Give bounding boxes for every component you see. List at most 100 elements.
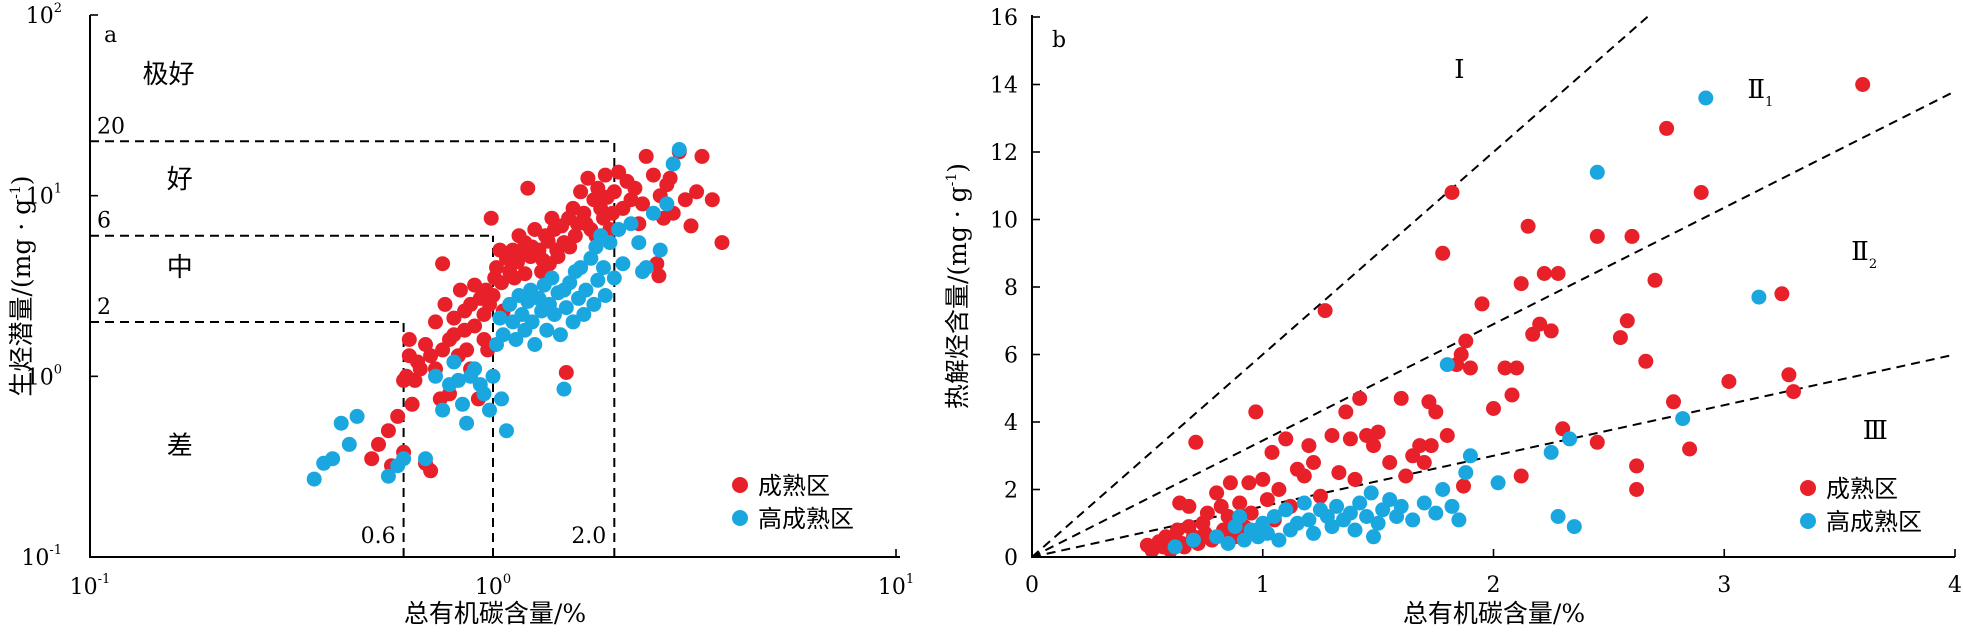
scatter-point bbox=[455, 396, 470, 412]
x-tick-label: 0 bbox=[1025, 573, 1039, 598]
scatter-point bbox=[1416, 455, 1432, 470]
scatter-point bbox=[1612, 330, 1628, 346]
x-tick-label: 4 bbox=[1948, 573, 1962, 598]
scatter-point bbox=[492, 310, 508, 326]
scatter-point bbox=[1781, 367, 1797, 383]
scatter-point bbox=[573, 260, 589, 276]
scatter-point bbox=[558, 365, 574, 380]
y-tick-label: 102 bbox=[26, 1, 62, 29]
kerogen-type-labels: Ⅰ Ⅱ1 Ⅱ2 Ⅲ bbox=[1454, 55, 1888, 446]
scatter-point bbox=[578, 282, 594, 298]
scatter-point bbox=[485, 288, 501, 303]
scatter-point bbox=[606, 270, 622, 286]
scatter-point bbox=[1342, 505, 1358, 521]
scatter-point bbox=[418, 337, 433, 352]
scatter-point bbox=[1439, 428, 1455, 443]
scatter-point bbox=[499, 423, 514, 439]
scatter-point bbox=[1271, 532, 1287, 548]
type-label: Ⅰ bbox=[1454, 55, 1464, 85]
scatter-point bbox=[1513, 276, 1529, 292]
scatter-point bbox=[390, 408, 406, 424]
scatter-point bbox=[428, 314, 443, 330]
scatter-point bbox=[1629, 458, 1645, 474]
scatter-point bbox=[1296, 468, 1312, 484]
scatter-point bbox=[539, 322, 555, 338]
legend: 成熟区 高成熟区 bbox=[1800, 475, 1922, 536]
scatter-point bbox=[635, 196, 650, 212]
scatter-point bbox=[1209, 529, 1225, 545]
scatter-point bbox=[1786, 384, 1801, 400]
axis-ticks: 10-1 100 101 10-1 100 101 102 bbox=[21, 1, 914, 600]
scatter-point bbox=[1329, 498, 1345, 514]
scatter-point bbox=[1366, 529, 1381, 545]
zone-label: 差 bbox=[167, 431, 193, 461]
x-axis-label: 总有机碳含量/% bbox=[1403, 599, 1585, 628]
scatter-point bbox=[1181, 498, 1197, 514]
y-tick-label: 2 bbox=[1004, 479, 1018, 504]
scatter-point bbox=[1241, 475, 1257, 491]
y-tick-label: 4 bbox=[1004, 411, 1018, 436]
scatter-point bbox=[1306, 455, 1321, 470]
scatter-point bbox=[1248, 404, 1264, 420]
scatter-point bbox=[524, 314, 540, 330]
scatter-point bbox=[1243, 505, 1259, 521]
threshold-labels: 20 6 2 0.6 2.0 bbox=[97, 114, 606, 549]
scatter-point bbox=[1638, 353, 1654, 369]
scatter-point bbox=[558, 300, 574, 316]
scatter-point bbox=[1167, 539, 1183, 555]
scatter-point bbox=[1370, 515, 1386, 531]
scatter-point bbox=[1751, 289, 1767, 305]
scatter-point bbox=[1624, 228, 1640, 244]
legend-label-mature: 成熟区 bbox=[1826, 475, 1898, 503]
scatter-point bbox=[437, 296, 453, 312]
x-tick-label: 101 bbox=[878, 572, 914, 600]
legend-marker-high-mature bbox=[732, 510, 748, 526]
zone-label: 好 bbox=[167, 165, 193, 195]
scatter-point bbox=[333, 415, 349, 431]
scatter-point bbox=[467, 277, 483, 293]
scatter-point bbox=[1721, 374, 1737, 389]
scatter-point bbox=[590, 272, 606, 288]
scatter-point bbox=[1301, 438, 1317, 454]
scatter-point bbox=[602, 235, 618, 251]
scatter-point bbox=[476, 386, 492, 402]
x-tick-label: 3 bbox=[1717, 573, 1731, 598]
scatter-point bbox=[1532, 316, 1548, 332]
scatter-point bbox=[683, 218, 699, 234]
legend-marker-mature bbox=[732, 477, 748, 493]
legend-marker-high-mature bbox=[1800, 513, 1816, 529]
y-tick-label: 100 bbox=[26, 362, 62, 390]
scatter-point bbox=[1382, 492, 1398, 508]
scatter-point bbox=[1232, 495, 1248, 511]
scatter-point bbox=[1444, 185, 1460, 200]
scatter-point bbox=[1416, 495, 1432, 511]
scatter-point bbox=[1428, 505, 1444, 521]
scatter-point bbox=[446, 310, 462, 326]
x-tick-label: 100 bbox=[475, 572, 511, 600]
scatter-point bbox=[1255, 471, 1271, 487]
scatter-point bbox=[1497, 360, 1513, 376]
y-tick-label: 16 bbox=[990, 6, 1018, 31]
legend: 成熟区 高成熟区 bbox=[732, 472, 854, 533]
data-points bbox=[306, 142, 730, 487]
y-tick-label: 101 bbox=[26, 182, 62, 210]
scatter-point bbox=[325, 451, 341, 467]
scatter-point bbox=[1271, 482, 1287, 497]
scatter-point bbox=[1222, 475, 1238, 491]
zone-label: 中 bbox=[167, 253, 193, 283]
scatter-point bbox=[1666, 394, 1681, 410]
scatter-point bbox=[494, 391, 509, 407]
scatter-point bbox=[1504, 387, 1520, 403]
scatter-point bbox=[1659, 120, 1675, 136]
scatter-point bbox=[1589, 228, 1605, 244]
threshold-label-y: 20 bbox=[97, 114, 125, 139]
y-tick-label: 12 bbox=[990, 141, 1018, 166]
scatter-point bbox=[404, 396, 420, 412]
scatter-point bbox=[704, 192, 720, 208]
type-line bbox=[1031, 90, 1956, 558]
scatter-point bbox=[1169, 522, 1185, 538]
scatter-point bbox=[1363, 485, 1379, 501]
scatter-point bbox=[645, 167, 661, 183]
